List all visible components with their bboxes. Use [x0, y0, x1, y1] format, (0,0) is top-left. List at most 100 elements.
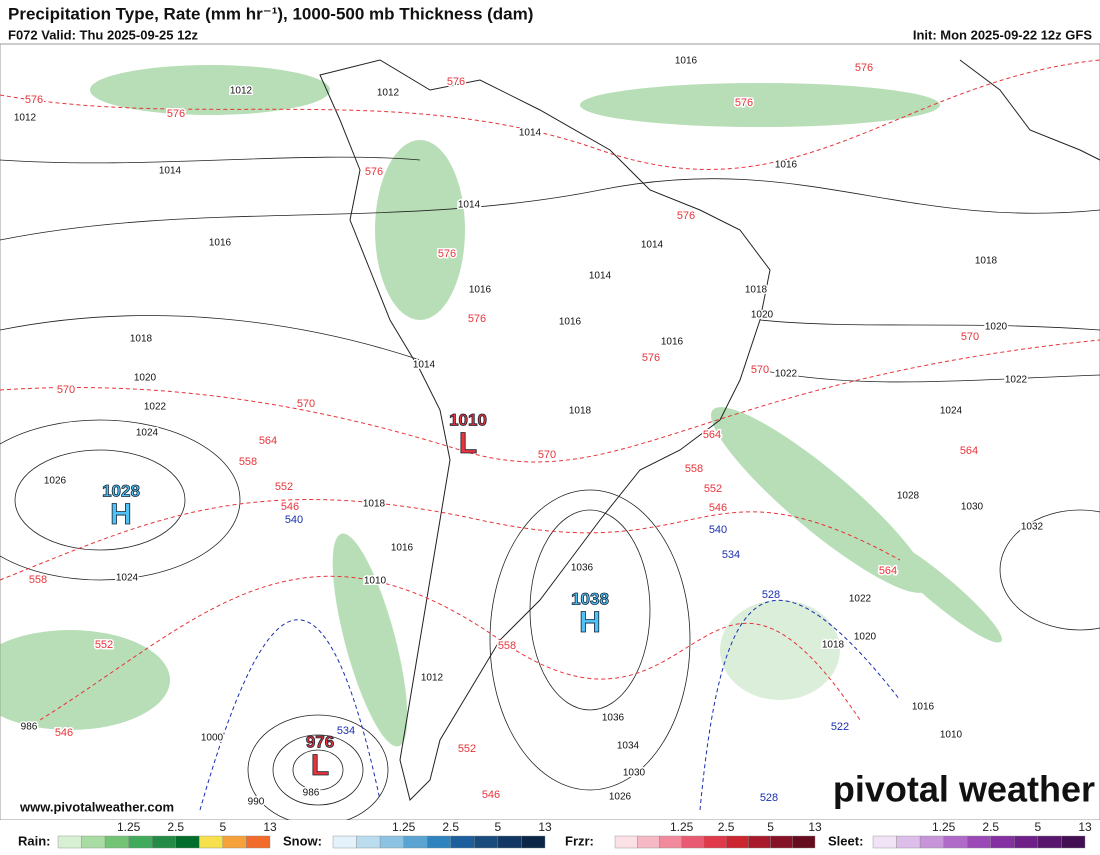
isobar-label: 1018 [569, 406, 592, 417]
center-letter: H [579, 606, 601, 639]
isobar-label: 1010 [940, 730, 963, 741]
thickness-label: 570 [297, 398, 315, 410]
legend-swatch [450, 835, 475, 849]
legend-swatch [427, 835, 451, 849]
legend-swatch [725, 835, 749, 849]
legend-swatch [770, 835, 793, 849]
legend-label: Snow: [283, 833, 322, 848]
legend-tick: 5 [220, 820, 227, 834]
valid-time: F072 Valid: Thu 2025-09-25 12z [8, 27, 199, 42]
legend-swatch [57, 835, 82, 849]
thickness-label: 576 [677, 210, 695, 222]
legend-tick: 2.5 [982, 820, 999, 834]
isobar-label: 986 [21, 722, 38, 733]
thickness-label: 546 [281, 501, 299, 513]
thickness-label: 576 [642, 352, 660, 364]
thickness-label: 576 [855, 62, 873, 74]
isobar-label: 1030 [623, 768, 646, 779]
legend-tick: 1.25 [117, 820, 141, 834]
legend-swatch [199, 835, 224, 849]
legend-swatch [104, 835, 129, 849]
thickness-label: 570 [538, 449, 556, 461]
isobar-label: 1018 [130, 334, 153, 345]
isobar-label: 1018 [745, 285, 768, 296]
legend-swatch [497, 835, 522, 849]
thickness-label-cold: 540 [285, 514, 303, 526]
legend-tick: 1.25 [932, 820, 956, 834]
legend-swatch [1061, 835, 1086, 849]
isobar-label: 1022 [775, 369, 798, 380]
center-value: 976 [306, 732, 334, 751]
legend-swatch [1014, 835, 1039, 849]
isobar-label: 1016 [209, 238, 232, 249]
isobar-label: 1012 [230, 86, 253, 97]
map-frame [0, 43, 1100, 821]
legend-tick: 13 [538, 820, 552, 834]
thickness-label: 558 [239, 456, 257, 468]
isobar-label: 1030 [961, 502, 984, 513]
isobar-label: 1022 [144, 402, 167, 413]
isobar-label: 1020 [985, 322, 1008, 333]
legend-label: Sleet: [828, 833, 863, 848]
isobar-label: 1026 [44, 476, 67, 487]
isobar-label: 1032 [1021, 522, 1044, 533]
isobar-label: 1024 [116, 573, 139, 584]
thickness-label: 576 [468, 313, 486, 325]
legend-swatch [792, 835, 816, 849]
legend-swatch [379, 835, 404, 849]
isobar-label: 1012 [421, 673, 444, 684]
thickness-label: 552 [458, 743, 476, 755]
center-letter: L [311, 749, 329, 782]
thickness-label: 552 [275, 481, 293, 493]
isobar-label: 1016 [912, 702, 935, 713]
legend-swatch [152, 835, 176, 849]
legend-swatch [659, 835, 682, 849]
isobar-label: 1016 [391, 543, 414, 554]
thickness-label: 576 [365, 166, 383, 178]
legend-swatch [246, 835, 271, 849]
thickness-label-cold: 534 [722, 549, 740, 561]
legend-tick: 2.5 [167, 820, 184, 834]
legend-swatch [637, 835, 660, 849]
thickness-label: 552 [704, 483, 722, 495]
thickness-label-cold: 522 [831, 721, 849, 733]
isobar-label: 1014 [458, 200, 481, 211]
thickness-label: 576 [167, 108, 185, 120]
legend-tick: 1.25 [392, 820, 416, 834]
legend-swatch [222, 835, 247, 849]
legend-swatch [521, 835, 546, 849]
isobar-label: 1018 [975, 256, 998, 267]
legend-tick: 5 [495, 820, 502, 834]
thickness-label: 546 [709, 502, 727, 514]
isobar-label: 1014 [159, 166, 182, 177]
legend-swatch [128, 835, 153, 849]
precip [0, 65, 1002, 747]
isobar-label: 1034 [617, 741, 640, 752]
isobar-label: 1014 [519, 128, 542, 139]
center-letter: H [110, 498, 132, 531]
logo: pivotal weather [833, 769, 1095, 810]
legend-swatch [403, 835, 428, 849]
legend-swatch [990, 835, 1015, 849]
isobar-label: 1036 [602, 713, 625, 724]
watermark: www.pivotalweather.com [19, 799, 174, 814]
isobars [0, 156, 1100, 826]
legend-tick: 1.25 [670, 820, 694, 834]
init-time: Init: Mon 2025-09-22 12z GFS [913, 27, 1092, 42]
isobar-label: 1036 [571, 563, 594, 574]
legend-tick: 13 [263, 820, 277, 834]
thickness-label: 546 [482, 789, 500, 801]
thickness-label-cold: 528 [762, 589, 780, 601]
legend-tick: 5 [1035, 820, 1042, 834]
legend-swatch [474, 835, 499, 849]
thickness-label: 558 [29, 574, 47, 586]
legend-tick: 13 [1078, 820, 1092, 834]
legend-swatch [1037, 835, 1062, 849]
thickness-label: 576 [735, 97, 753, 109]
thickness-label: 546 [55, 727, 73, 739]
legend-tick: 13 [808, 820, 822, 834]
isobar-label: 1010 [364, 576, 387, 587]
isobar-label: 1016 [559, 317, 582, 328]
thickness-label: 564 [960, 445, 978, 457]
